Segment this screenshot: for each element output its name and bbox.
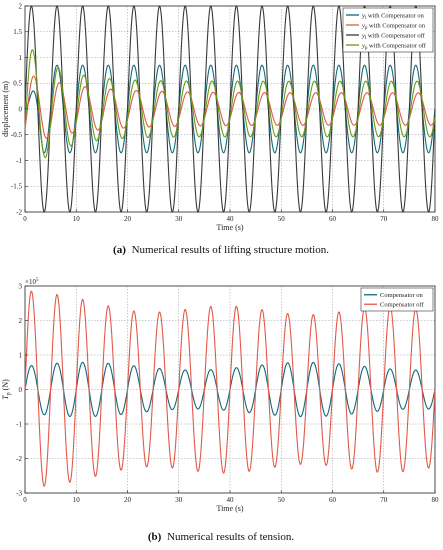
caption-b: (b) Numerical results of tension. <box>148 531 295 543</box>
legend-entry: yl with Compensator on <box>361 12 425 21</box>
legend-box <box>360 287 434 312</box>
y-tick-label: 0 <box>19 386 23 394</box>
x-tick-label: 80 <box>432 215 440 223</box>
series-lines-b <box>24 290 436 487</box>
legend-entry: Compensator off <box>380 302 425 309</box>
y-multiplier-base-b: ×10 <box>25 278 36 286</box>
y-tick-label: 1 <box>19 54 23 62</box>
y-tick-label: -0.5 <box>11 131 23 139</box>
x-tick-label: 0 <box>23 215 27 223</box>
x-axis-label-b: Time (s) <box>216 504 243 513</box>
ticks-b: 0 10 20 30 40 50 60 70 80 -3 -2 -1 0 1 2 3 <box>16 282 439 504</box>
y-multiplier-exp-b: 5 <box>36 278 39 283</box>
y-tick-label: 2 <box>19 317 23 325</box>
y-tick-label: -3 <box>16 489 22 497</box>
y-tick-label: 3 <box>19 282 23 290</box>
y-tick-label: -2 <box>16 208 22 216</box>
legend-entry: yp with Compensator off <box>361 42 427 51</box>
y-tick-label: -1 <box>16 157 22 165</box>
y-tick-label: -2 <box>16 455 22 463</box>
y-axis-label-a: displacement (m) <box>1 81 10 137</box>
x-tick-label: 0 <box>23 496 27 504</box>
ticks-a: 0 10 20 30 40 50 60 70 80 -2 -1.5 -1 -0.5 0 0.5 1 1.5 2 <box>11 2 439 223</box>
caption-text-a: Numerical results of lifting structure m… <box>132 244 330 256</box>
chart-tension: 0 10 20 30 40 50 60 70 80 -3 -2 -1 0 1 2 3 Time (s) Tp … <box>1 278 439 513</box>
legend-entry: yl with Compensator off <box>361 32 426 41</box>
x-tick-label: 80 <box>432 496 440 504</box>
x-tick-label: 70 <box>380 496 388 504</box>
y-tick-label: 0 <box>19 105 23 113</box>
x-tick-label: 20 <box>124 496 132 504</box>
y-tick-label: 0.5 <box>13 80 22 88</box>
legend-b: Compensator on Compensator off <box>360 287 434 312</box>
x-tick-label: 50 <box>278 496 286 504</box>
y-axis-label-base-b: T <box>1 395 10 400</box>
caption-text-b: Numerical results of tension. <box>167 531 294 543</box>
series-line-4 <box>24 49 436 159</box>
chart-lifting-motion: 0 10 20 30 40 50 60 70 80 -2 -1.5 -1 -0.5 0 0.5 1 1.5 2 T… <box>1 2 439 232</box>
x-tick-label: 40 <box>227 215 235 223</box>
x-tick-label: 30 <box>175 496 183 504</box>
y-tick-label: 2 <box>19 2 23 10</box>
x-tick-label: 50 <box>278 215 286 223</box>
x-tick-label: 30 <box>175 215 183 223</box>
x-tick-label: 10 <box>73 496 81 504</box>
y-tick-label: 1 <box>19 351 23 359</box>
caption-label-b: (b) <box>148 531 162 543</box>
caption-a: (a) Numerical results of lifting structu… <box>113 244 329 256</box>
x-tick-label: 60 <box>329 215 337 223</box>
y-axis-label-sub-b: p <box>6 392 12 395</box>
series-line-2 <box>24 290 436 487</box>
x-tick-label: 70 <box>380 215 388 223</box>
y-axis-label-rest-b: (N) <box>1 379 10 392</box>
legend-entry: Compensator on <box>380 292 424 299</box>
x-tick-label: 10 <box>73 215 81 223</box>
y-tick-label: 1.5 <box>13 28 22 36</box>
y-tick-label: -1.5 <box>11 183 23 191</box>
y-axis-label-b: Tp (N) <box>1 379 12 400</box>
x-tick-label: 60 <box>329 496 337 504</box>
x-axis-label-a: Time (s) <box>216 223 243 232</box>
x-tick-label: 40 <box>227 496 235 504</box>
legend-entry: yp with Compensator on <box>361 22 426 31</box>
x-tick-label: 20 <box>124 215 132 223</box>
caption-label-a: (a) <box>113 244 126 256</box>
y-tick-label: -1 <box>16 420 22 428</box>
y-multiplier-b: ×105 <box>25 278 39 286</box>
